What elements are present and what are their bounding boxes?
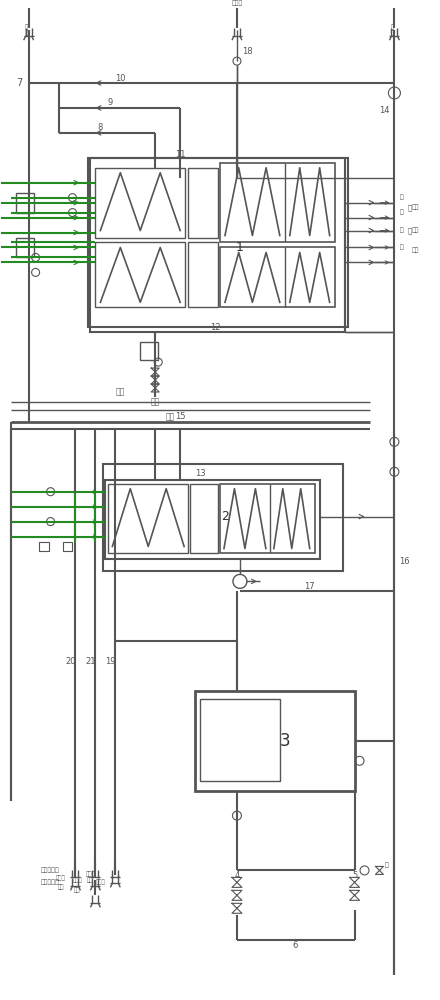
Text: 出料: 出料 xyxy=(74,888,81,893)
Bar xyxy=(200,699,280,781)
Bar xyxy=(188,168,218,238)
Text: 9: 9 xyxy=(108,98,113,107)
Bar xyxy=(91,158,345,332)
Text: 4: 4 xyxy=(235,871,239,880)
Text: 烟
囱: 烟 囱 xyxy=(391,24,394,36)
Text: 燃气: 燃气 xyxy=(150,397,160,406)
Text: 6: 6 xyxy=(292,941,297,950)
Text: 煤气: 煤气 xyxy=(165,412,174,421)
Text: 烟气: 烟气 xyxy=(116,388,125,397)
Bar xyxy=(220,163,335,242)
Text: 11: 11 xyxy=(175,150,185,159)
Bar xyxy=(195,691,355,791)
Text: 燃烧炉: 燃烧炉 xyxy=(55,876,66,881)
Text: 进料: 进料 xyxy=(411,205,419,210)
Text: 炉: 炉 xyxy=(407,227,412,234)
Bar xyxy=(188,242,218,307)
Text: 21: 21 xyxy=(85,657,95,666)
Bar xyxy=(103,464,343,571)
Bar xyxy=(16,238,33,257)
Bar xyxy=(220,484,315,553)
Bar xyxy=(39,542,48,551)
Text: 20: 20 xyxy=(65,657,76,666)
Bar xyxy=(95,168,185,238)
Text: 7: 7 xyxy=(16,78,22,88)
Text: 3: 3 xyxy=(279,732,290,750)
Text: 13: 13 xyxy=(195,469,205,478)
Text: 进料: 进料 xyxy=(411,248,419,253)
Text: 2: 2 xyxy=(221,510,229,523)
Text: 进料: 进料 xyxy=(57,885,64,890)
Text: 进: 进 xyxy=(385,863,388,868)
Bar xyxy=(108,484,188,553)
Text: 出料: 出料 xyxy=(411,228,419,233)
Text: 进: 进 xyxy=(400,195,403,200)
Text: 燃烧炉出料: 燃烧炉出料 xyxy=(40,880,59,885)
Bar xyxy=(140,342,158,360)
Text: 17: 17 xyxy=(304,582,315,591)
Bar xyxy=(190,484,218,553)
Text: 19: 19 xyxy=(105,657,116,666)
Text: 18: 18 xyxy=(242,47,253,56)
Bar xyxy=(16,193,33,213)
Text: 天然气: 天然气 xyxy=(231,1,242,6)
Bar xyxy=(95,242,185,307)
Text: 10: 10 xyxy=(115,74,125,83)
Text: 燃烧炉: 燃烧炉 xyxy=(73,878,82,883)
Text: 15: 15 xyxy=(175,412,185,421)
Bar xyxy=(105,480,320,559)
Text: 料: 料 xyxy=(400,245,403,250)
Text: 1: 1 xyxy=(236,241,244,254)
Bar xyxy=(62,542,73,551)
Text: 燃烧炉
进料: 燃烧炉 进料 xyxy=(85,871,95,883)
Text: 14: 14 xyxy=(379,106,389,115)
Text: 天然气: 天然气 xyxy=(95,880,105,885)
Text: 料: 料 xyxy=(400,210,403,215)
Text: 16: 16 xyxy=(400,557,410,566)
Bar xyxy=(88,158,348,327)
Text: 8: 8 xyxy=(98,123,103,132)
Text: 出: 出 xyxy=(400,228,403,233)
Text: 5: 5 xyxy=(352,871,357,880)
Text: 燃烧炉进料: 燃烧炉进料 xyxy=(40,868,59,873)
Bar xyxy=(220,247,335,307)
Text: 12: 12 xyxy=(210,323,220,332)
Text: 烟
囱: 烟 囱 xyxy=(25,24,28,36)
Text: 炉: 炉 xyxy=(407,204,412,211)
